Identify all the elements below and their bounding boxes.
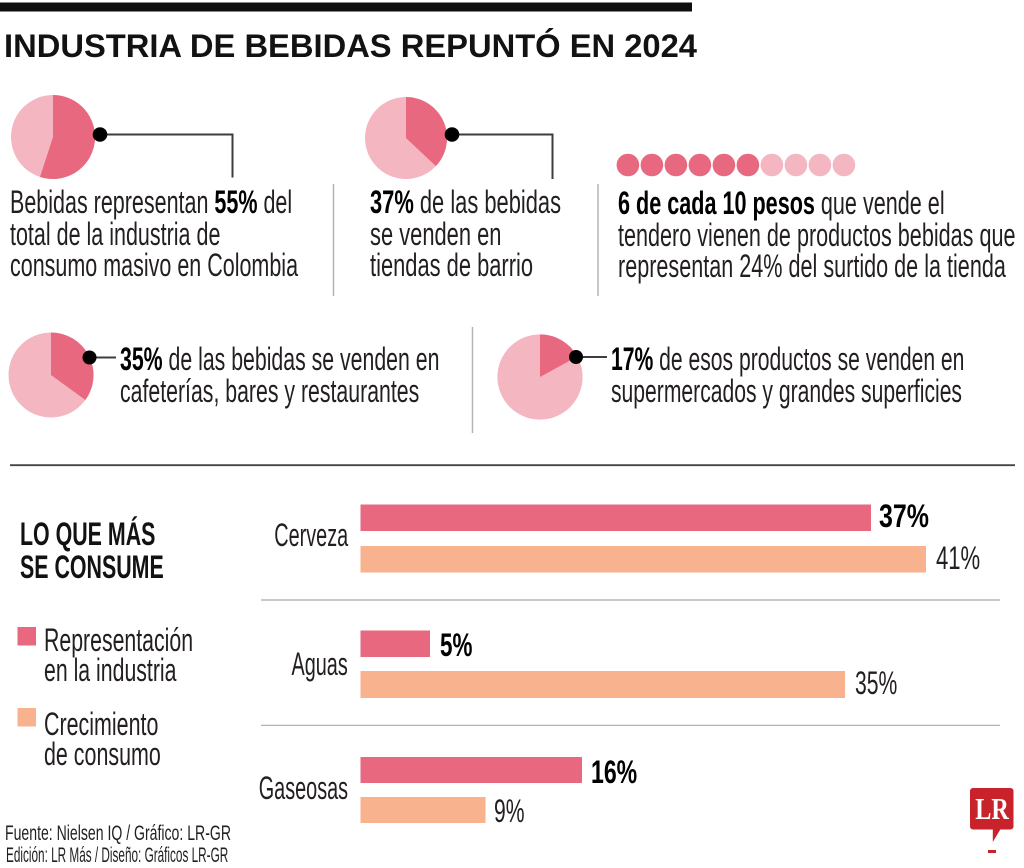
svg-text:LR: LR [975, 792, 1009, 827]
